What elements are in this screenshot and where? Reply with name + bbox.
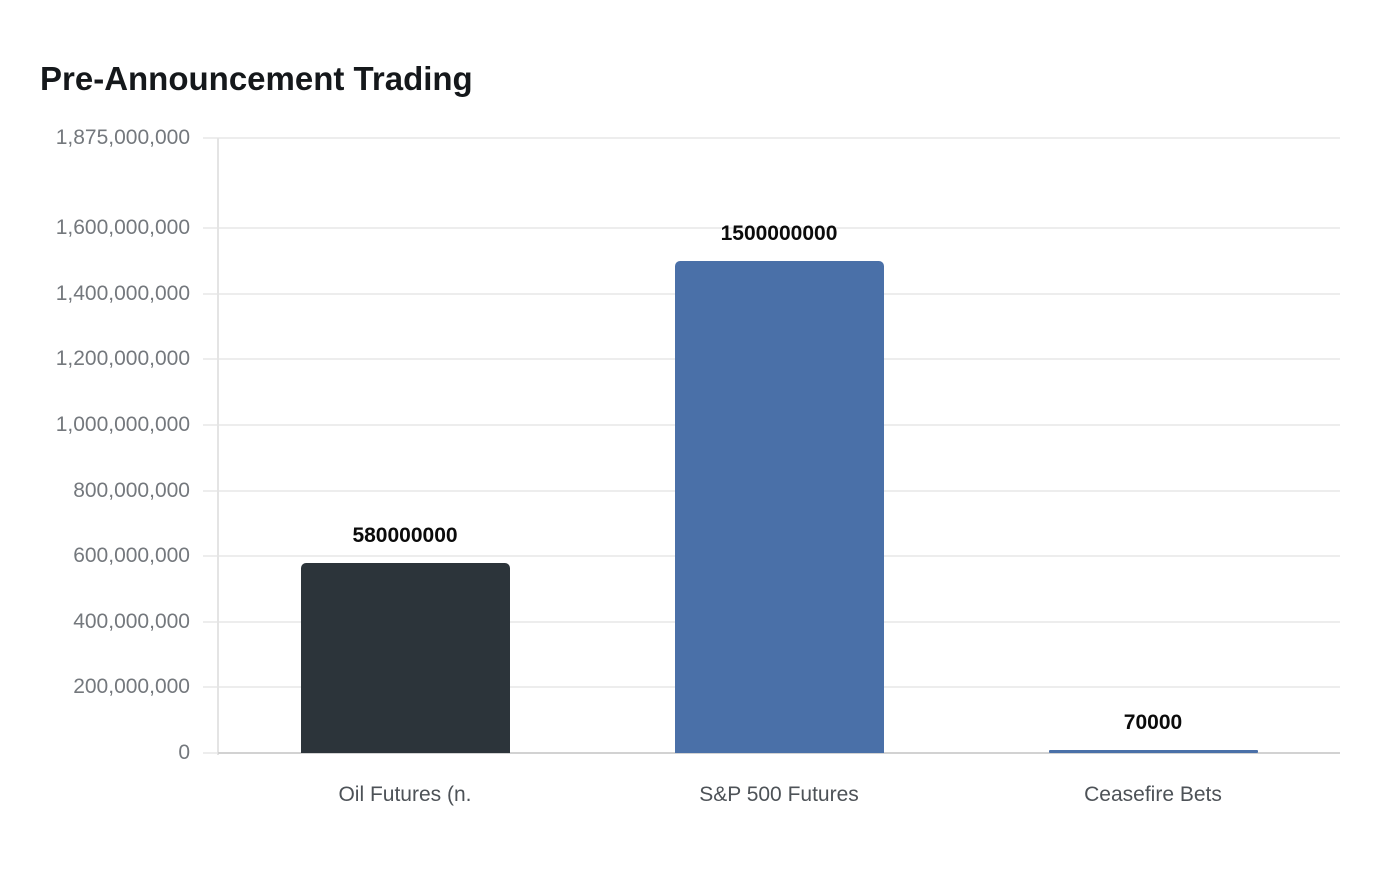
gridline (203, 137, 1340, 139)
x-axis-label: Oil Futures (n. (338, 783, 472, 806)
gridline (203, 227, 1340, 230)
y-tick-label: 200,000,000 (73, 675, 190, 699)
x-axis-baseline (218, 752, 1340, 754)
chart-title: Pre-Announcement Trading (40, 60, 473, 97)
bar-value-label: 1500000000 (720, 222, 838, 245)
y-tick-label: 1,400,000,000 (55, 281, 190, 305)
y-axis-line (217, 138, 219, 755)
y-tick-label: 1,200,000,000 (55, 347, 190, 371)
bar (1048, 750, 1258, 753)
y-tick-label: 800,000,000 (73, 478, 190, 502)
y-tick-label: 400,000,000 (73, 609, 190, 633)
bar-value-label: 580000000 (352, 524, 458, 547)
bar (674, 261, 884, 753)
y-tick-label: 1,600,000,000 (55, 216, 190, 240)
y-tick-label: 1,875,000,000 (55, 126, 190, 149)
y-tick-label: 600,000,000 (73, 544, 190, 568)
x-axis-label: S&P 500 Futures (699, 783, 859, 806)
bar-value-label: 70000 (1123, 711, 1183, 734)
y-tick-label: 0 (178, 741, 190, 764)
bar (300, 563, 510, 753)
x-axis-label: Ceasefire Bets (1084, 783, 1222, 806)
y-tick-label: 1,000,000,000 (55, 413, 190, 436)
